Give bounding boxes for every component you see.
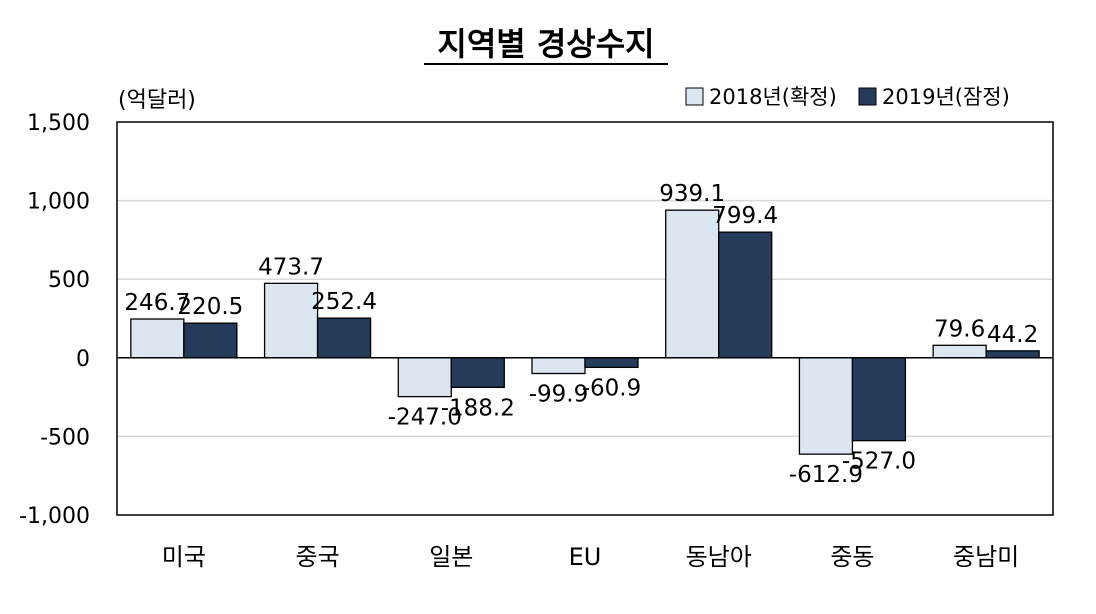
data-label: -247.0 [388,405,462,431]
category-label: 동남아 [686,543,752,571]
data-label: 939.1 [659,181,725,207]
bar [450,357,505,389]
y-tick-label: 1,500 [27,111,90,136]
bar [584,357,639,369]
bar [665,209,720,359]
category-label: 미국 [162,543,206,571]
bar [263,282,319,359]
data-label: -99.9 [529,382,589,408]
legend-swatch-2018 [685,87,704,106]
y-tick-label: 1,000 [27,190,90,215]
category-label: 중국 [295,543,339,571]
bar [718,231,773,359]
category-label: 중동 [830,543,874,571]
bar [851,357,907,442]
legend-label-2019: 2019년(잠정) [882,85,1010,109]
data-label: 473.7 [258,254,324,280]
data-label: -60.9 [582,375,642,401]
legend-swatch-2019 [858,87,877,106]
bar [985,350,1040,359]
y-axis-ticks: 1,500 1,000 500 0 -500 -1,000 [19,111,90,529]
bar [316,317,372,359]
chart-title: 지역별 경상수지 [437,25,654,63]
x-axis-categories: 미국 중국 일본 EU 동남아 중동 중남미 [162,543,1019,571]
data-label: 79.6 [934,316,985,342]
legend: 2018년(확정) 2019년(잠정) [685,85,1010,109]
data-label: 799.4 [712,203,778,229]
bars [130,209,1040,455]
data-label: 44.2 [987,322,1038,348]
category-label: 일본 [429,543,473,571]
data-label: -527.0 [842,449,916,475]
category-label: 중남미 [953,543,1019,571]
bar [130,318,185,359]
plot-frame [116,121,1054,516]
category-label: EU [569,543,602,571]
bar [932,344,987,359]
unit-label: (억달러) [118,88,196,113]
bar [183,322,238,359]
bar [531,357,586,375]
data-label: 246.7 [124,290,190,316]
data-label: -188.2 [441,395,515,421]
legend-label-2018: 2018년(확정) [709,85,837,109]
bar [397,357,452,398]
data-label: -612.9 [789,462,863,488]
y-tick-label: 500 [48,268,90,293]
data-label: 220.5 [177,294,243,320]
y-tick-label: -500 [40,425,90,450]
data-label: 252.4 [311,289,377,315]
bar [798,357,854,455]
y-tick-label: 0 [76,347,90,372]
y-tick-label: -1,000 [19,504,90,529]
